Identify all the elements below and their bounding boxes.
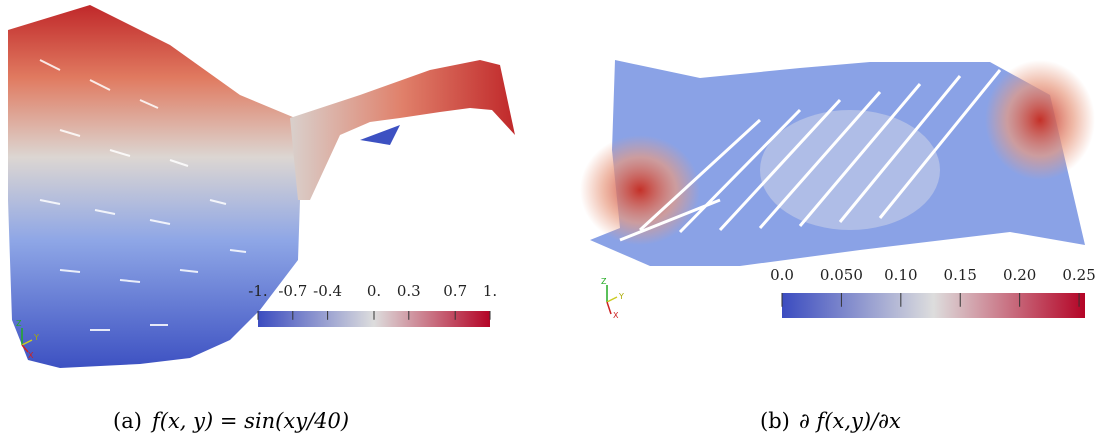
colorbar-tick-label: -1. (248, 282, 267, 300)
colorbar-tick-label: 0. (367, 282, 381, 300)
triad-label: Z (16, 319, 22, 328)
colorbar-tick-label: 0.0 (770, 266, 794, 284)
colorbar (782, 293, 1085, 318)
page: -1. -0.7 -0.4 0. 0.3 0.7 1. 0.0 0.050 0.10 0.15 0.2… (0, 0, 1105, 444)
colorbar-tick-label: -0.4 (313, 282, 342, 300)
caption-formula: f(x, y) = sin(xy/40) (150, 409, 349, 433)
triad-label: X (613, 311, 619, 320)
colorbar-tick-label: -0.7 (278, 282, 307, 300)
triad-label: Z (601, 277, 607, 286)
colorbar-tick-label: 0.25 (1062, 266, 1095, 284)
colorbar-tick-label: 1. (483, 282, 497, 300)
colorbar-tick-label: 0.050 (820, 266, 863, 284)
figure: -1. -0.7 -0.4 0. 0.3 0.7 1. 0.0 0.050 0.10 0.15 0.2… (0, 0, 1105, 444)
triad-label: X (28, 351, 34, 360)
triad-b (607, 285, 617, 314)
colorbar-tick-label: 0.7 (443, 282, 467, 300)
surface-b (580, 60, 1095, 266)
caption-label: (a) (113, 409, 142, 433)
caption-label: (b) (760, 409, 790, 433)
triad-label: Y (618, 292, 624, 301)
colorbar-tick-label: 0.20 (1003, 266, 1036, 284)
colorbar-tick-label: 0.3 (397, 282, 421, 300)
colorbar-tick-label: 0.10 (884, 266, 917, 284)
triad-label: Y (33, 333, 39, 342)
colorbars: -1. -0.7 -0.4 0. 0.3 0.7 1. 0.0 0.050 0.10 0.15 0.2… (248, 266, 1095, 327)
caption-formula: ∂ f(x,y)/∂x (799, 409, 901, 433)
colorbar-tick-label: 0.15 (944, 266, 977, 284)
